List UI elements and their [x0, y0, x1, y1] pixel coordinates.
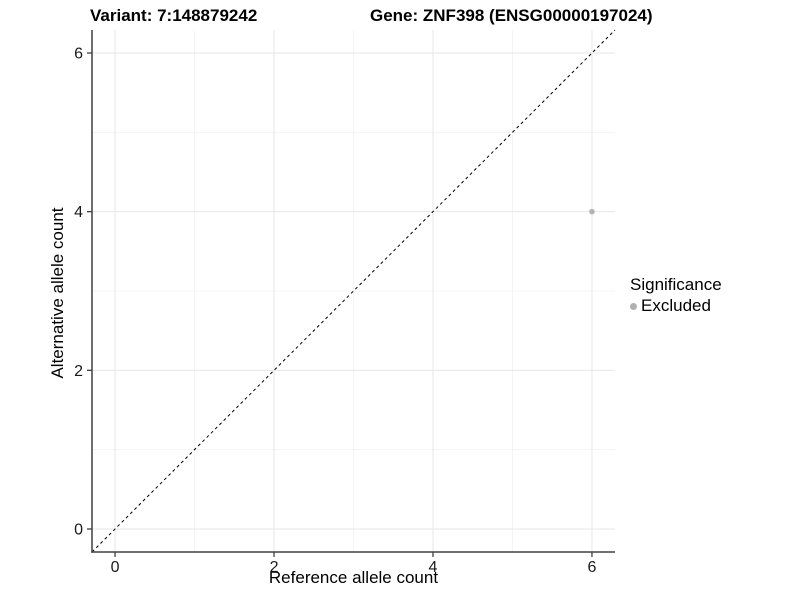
legend-title: Significance — [630, 275, 722, 294]
y-axis-label: Alternative allele count — [48, 207, 67, 379]
y-tick-label: 0 — [74, 521, 83, 538]
x-tick-label: 6 — [587, 559, 596, 576]
x-tick-label: 4 — [429, 559, 438, 576]
x-tick-label: 2 — [270, 559, 279, 576]
legend-item-excluded: Excluded — [630, 296, 722, 316]
legend-item-label: Excluded — [641, 296, 711, 315]
x-tick-label: 0 — [111, 559, 120, 576]
data-point — [589, 208, 595, 215]
legend-point-icon — [630, 302, 637, 310]
gene-title: Gene: ZNF398 (ENSG00000197024) — [370, 6, 653, 25]
y-tick-label: 4 — [74, 204, 83, 221]
variant-title: Variant: 7:148879242 — [90, 6, 258, 25]
x-axis-label: Reference allele count — [268, 568, 439, 587]
y-tick-label: 2 — [74, 363, 83, 380]
legend: Significance Excluded — [630, 275, 722, 316]
y-tick-label: 6 — [74, 46, 83, 63]
